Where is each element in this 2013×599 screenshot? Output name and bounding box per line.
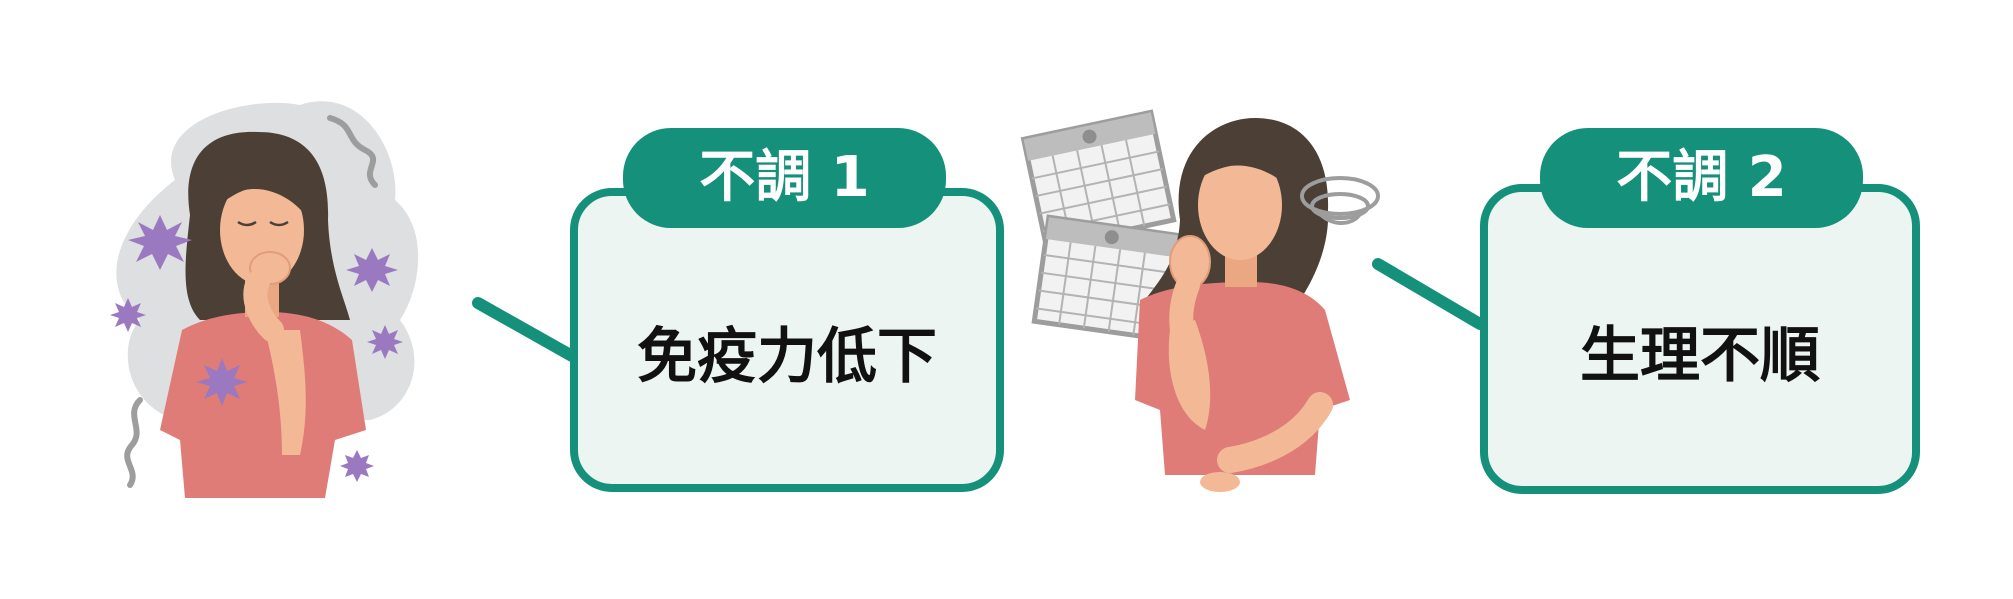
callout-box: 免疫力低下 bbox=[570, 188, 1004, 492]
symptom-tab: 不調 1 bbox=[623, 128, 946, 228]
troubled-woman-icon bbox=[1135, 118, 1380, 492]
connector-line-1 bbox=[472, 297, 578, 362]
coughing-woman-icon bbox=[110, 101, 419, 498]
callout-box: 生理不順 bbox=[1480, 184, 1920, 494]
connector-line-2 bbox=[1372, 258, 1486, 330]
symptom-label: 免疫力低下 bbox=[637, 322, 937, 392]
symptom-label: 生理不順 bbox=[1580, 321, 1820, 391]
symptom-tab: 不調 2 bbox=[1540, 128, 1863, 228]
